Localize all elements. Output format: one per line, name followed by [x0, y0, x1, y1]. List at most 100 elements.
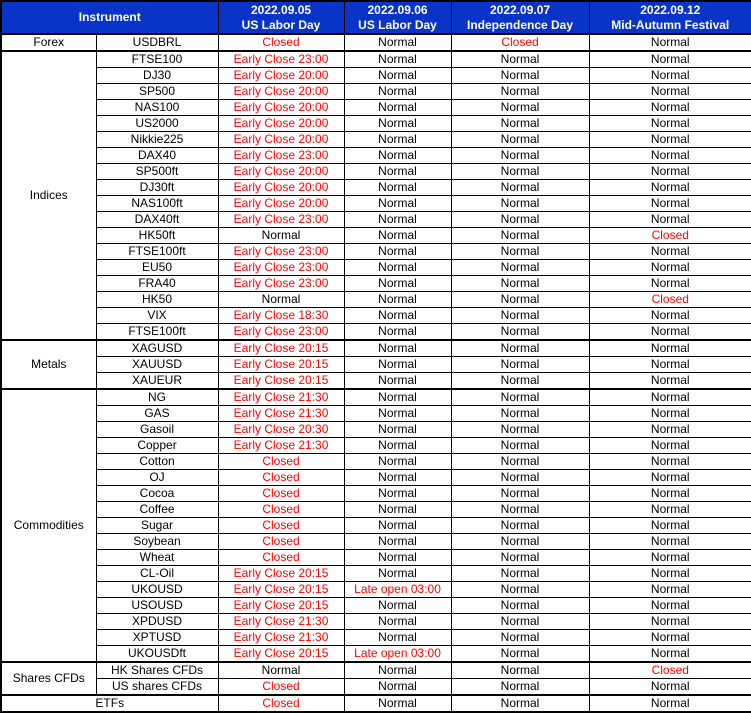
schedule-cell-normal: Normal [343, 323, 452, 341]
schedule-cell-special: Closed [217, 485, 345, 502]
schedule-cell-normal: Normal [588, 33, 751, 52]
schedule-cell-normal: Normal [343, 33, 452, 52]
instrument-cell: HK50 [95, 291, 219, 308]
schedule-cell-special: Early Close 21:30 [217, 437, 345, 454]
schedule-cell-special: Early Close 20:00 [217, 163, 345, 180]
schedule-cell-normal: Normal [450, 565, 590, 582]
schedule-cell-normal: Normal [450, 597, 590, 614]
schedule-cell-normal: Normal [588, 372, 751, 390]
schedule-cell-normal: Normal [217, 661, 345, 679]
schedule-cell-normal: Normal [588, 533, 751, 550]
schedule-cell-normal: Normal [450, 50, 590, 68]
table-row: NAS100 Early Close 20:00 Normal Normal Norma… [1, 99, 751, 116]
schedule-cell-normal: Normal [588, 99, 751, 116]
table-row: Shares CFDs HK Shares CFDs Normal Normal Nor… [0, 661, 751, 696]
table-row: Indices FTSE100 Early Close 23:00 Normal Nor… [0, 50, 751, 341]
schedule-cell-normal: Normal [450, 179, 590, 196]
schedule-cell-normal: Normal [588, 83, 751, 100]
schedule-cell-special: Early Close 20:15 [217, 356, 345, 373]
header-holiday: US Labor Day [358, 17, 437, 32]
schedule-cell-normal: Normal [588, 437, 751, 454]
schedule-cell-normal: Normal [217, 227, 345, 244]
category-cell: Metals [0, 339, 97, 390]
schedule-cell-normal: Normal [450, 469, 590, 486]
schedule-cell-normal: Normal [343, 405, 452, 422]
schedule-cell-normal: Normal [343, 613, 452, 630]
table-row: USOUSD Early Close 20:15 Normal Normal Norma… [1, 597, 751, 614]
table-row: FTSE100ft Early Close 23:00 Normal Normal No… [1, 323, 751, 341]
schedule-cell-normal: Normal [450, 485, 590, 502]
header-holiday: US Labor Day [241, 17, 321, 32]
header-date-col-3: 2022.09.07 Independence Day [450, 0, 590, 35]
instrument-cell: DAX40ft [95, 211, 219, 228]
schedule-cell-normal: Normal [450, 437, 590, 454]
schedule-cell-normal: Normal [588, 421, 751, 438]
schedule-cell-normal: Normal [450, 163, 590, 180]
schedule-cell-normal: Normal [588, 629, 751, 646]
schedule-cell-normal: Normal [343, 227, 452, 244]
table-row: NAS100ft Early Close 20:00 Normal Normal Nor… [1, 195, 751, 212]
schedule-cell-normal: Normal [450, 678, 590, 696]
instrument-cell: Coffee [95, 501, 219, 518]
category-cell: ETFs [0, 694, 219, 713]
schedule-cell-normal: Normal [588, 163, 751, 180]
instrument-cell: DJ30ft [95, 179, 219, 196]
schedule-cell-normal: Normal [343, 50, 452, 68]
schedule-cell-normal: Normal [588, 115, 751, 132]
table-row: US shares CFDs Closed Normal Normal Normal [1, 678, 751, 696]
instrument-cell: GAS [95, 405, 219, 422]
table-body: Forex USDBRL Closed Normal Closed Normal Indic… [0, 33, 751, 713]
schedule-cell-normal: Normal [343, 163, 452, 180]
instrument-cell: Cotton [95, 453, 219, 470]
schedule-cell-normal: Normal [343, 453, 452, 470]
schedule-cell-normal: Normal [588, 549, 751, 566]
schedule-cell-special: Early Close 20:00 [217, 67, 345, 84]
schedule-cell-special: Early Close 20:00 [217, 99, 345, 116]
schedule-cell-normal: Normal [450, 388, 590, 406]
schedule-cell-normal: Normal [588, 131, 751, 148]
schedule-cell-special: Late open 03:00 [343, 645, 452, 663]
header-date: 2022.09.05 [250, 2, 312, 17]
table-header: Instrument 2022.09.05 US Labor Day 2022.… [0, 0, 751, 35]
schedule-cell-normal: Normal [343, 678, 452, 696]
schedule-cell-special: Closed [217, 501, 345, 518]
schedule-cell-normal: Normal [343, 67, 452, 84]
instrument-cell: US2000 [95, 115, 219, 132]
instrument-cell: Wheat [95, 549, 219, 566]
schedule-cell-normal: Normal [343, 421, 452, 438]
table-row: EU50 Early Close 23:00 Normal Normal Normal [1, 259, 751, 276]
schedule-cell-normal: Normal [343, 388, 452, 406]
schedule-cell-normal: Normal [450, 131, 590, 148]
schedule-cell-normal: Normal [343, 565, 452, 582]
instrument-cell: XAUUSD [95, 356, 219, 373]
table-row: XPTUSD Early Close 21:30 Normal Normal Norma… [1, 629, 751, 646]
header-holiday: Mid-Autumn Festival [611, 17, 730, 32]
schedule-cell-normal: Normal [588, 67, 751, 84]
schedule-cell-special: Closed [588, 291, 751, 308]
table-row: Forex USDBRL Closed Normal Closed Normal [0, 33, 751, 52]
schedule-cell-normal: Normal [588, 243, 751, 260]
schedule-cell-normal: Normal [343, 211, 452, 228]
schedule-cell-normal: Normal [343, 259, 452, 276]
category-cell: Commodities [0, 388, 97, 663]
table-row: FTSE100ft Early Close 23:00 Normal Normal No… [1, 243, 751, 260]
schedule-cell-normal: Normal [588, 485, 751, 502]
schedule-cell-normal: Normal [588, 195, 751, 212]
schedule-cell-normal: Normal [450, 549, 590, 566]
schedule-cell-normal: Normal [450, 356, 590, 373]
instrument-cell: Gasoil [95, 421, 219, 438]
schedule-cell-normal: Normal [588, 581, 751, 598]
header-instrument-label: Instrument [78, 10, 141, 24]
schedule-cell-normal: Normal [450, 453, 590, 470]
schedule-cell-normal: Normal [343, 99, 452, 116]
header-date: 2022.09.12 [640, 2, 701, 17]
schedule-cell-special: Early Close 20:00 [217, 179, 345, 196]
schedule-cell-normal: Normal [588, 211, 751, 228]
schedule-cell-normal: Normal [450, 645, 590, 663]
instrument-cell: USOUSD [95, 597, 219, 614]
instrument-cell: UKOUSDft [95, 645, 219, 663]
header-date: 2022.09.06 [367, 2, 428, 17]
instrument-cell: NAS100ft [95, 195, 219, 212]
schedule-cell-normal: Normal [588, 388, 751, 406]
schedule-cell-normal: Normal [450, 661, 590, 679]
